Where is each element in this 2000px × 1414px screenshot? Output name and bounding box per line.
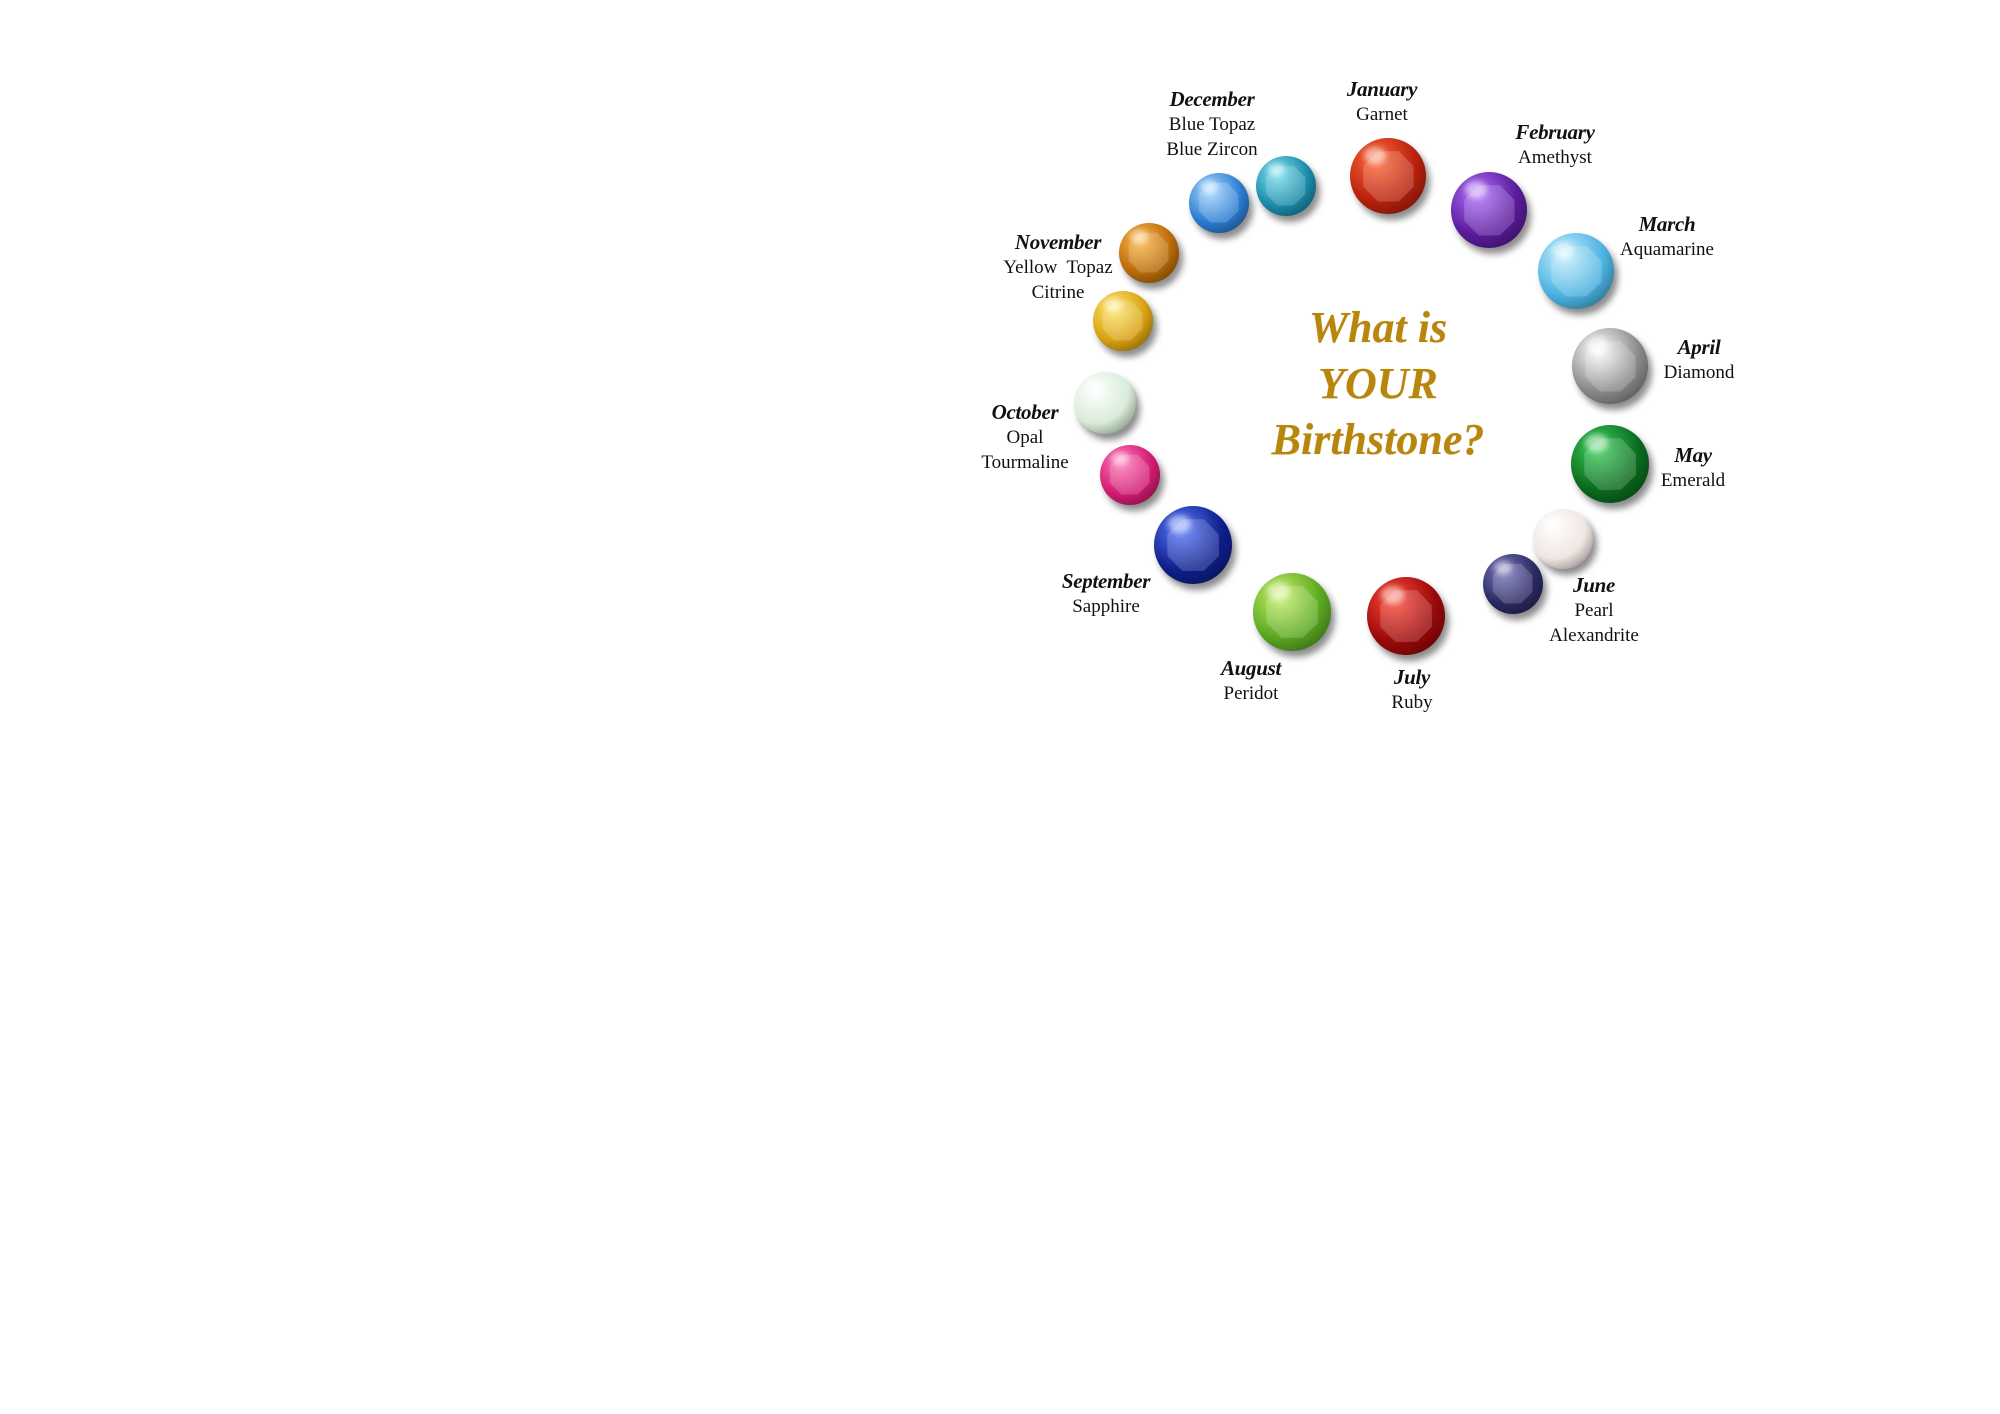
month-name: November (1014, 230, 1102, 254)
title-line-3: Birthstone? (1271, 415, 1485, 464)
opal-gem (1074, 372, 1136, 434)
sapphire-gem (1154, 506, 1232, 584)
stone-name: Ruby (1391, 692, 1433, 713)
label-april: April Diamond (1599, 334, 1799, 385)
stone-name: Blue Zircon (1166, 139, 1258, 160)
label-september: September Sapphire (1006, 568, 1206, 619)
month-name: April (1677, 335, 1721, 359)
stone-name: Sapphire (1072, 596, 1140, 617)
stone-name: Alexandrite (1549, 625, 1639, 646)
diamond-gem (1572, 328, 1648, 404)
label-march: March Aquamarine (1567, 211, 1767, 262)
month-name: September (1061, 569, 1151, 593)
stone-name: Aquamarine (1620, 239, 1714, 260)
stone-name: Pearl (1574, 600, 1614, 621)
stone-name: Opal (1006, 427, 1044, 448)
amethyst-gem (1451, 172, 1527, 248)
emerald-gem (1571, 425, 1649, 503)
label-july: July Ruby (1312, 664, 1512, 715)
label-february: February Amethyst (1455, 119, 1655, 170)
blue-topaz-gem (1189, 173, 1249, 233)
label-january: January Garnet (1282, 76, 1482, 127)
peridot-gem (1253, 573, 1331, 651)
stone-name: Yellow Topaz (1003, 257, 1113, 278)
month-name: October (991, 400, 1059, 424)
label-august: August Peridot (1151, 655, 1351, 706)
blue-zircon-gem (1256, 156, 1316, 216)
yellow-topaz-gem (1119, 223, 1179, 283)
title-line-1: What is (1308, 303, 1448, 352)
month-name: January (1346, 77, 1418, 101)
stone-name: Emerald (1660, 470, 1726, 491)
month-name: February (1515, 120, 1595, 144)
citrine-gem (1093, 291, 1153, 351)
pearl-gem (1533, 509, 1593, 569)
month-name: December (1169, 87, 1255, 111)
month-name: June (1573, 573, 1615, 597)
label-june: June Pearl Alexandrite (1494, 572, 1694, 648)
label-may: May Emerald (1593, 442, 1793, 493)
stone-name: Garnet (1356, 104, 1408, 125)
title-line-2: YOUR (1318, 359, 1438, 408)
label-november: November Yellow Topaz Citrine (958, 229, 1158, 305)
label-october: October Opal Tourmaline (925, 399, 1125, 475)
month-name: August (1220, 656, 1282, 680)
stone-name: Blue Topaz (1168, 114, 1256, 135)
stone-name: Amethyst (1518, 147, 1592, 168)
month-name: March (1638, 212, 1696, 236)
aquamarine-gem (1538, 233, 1614, 309)
tourmaline-gem (1100, 445, 1160, 505)
stone-name: Tourmaline (981, 452, 1069, 473)
stone-name: Citrine (1031, 282, 1085, 303)
stone-name: Diamond (1663, 362, 1735, 383)
month-name: July (1393, 665, 1431, 689)
label-december: December Blue Topaz Blue Zircon (1112, 86, 1312, 162)
alexandrite-gem (1483, 554, 1543, 614)
garnet-gem (1350, 138, 1426, 214)
ruby-gem (1367, 577, 1445, 655)
stone-name: Peridot (1223, 683, 1279, 704)
month-name: May (1674, 443, 1712, 467)
